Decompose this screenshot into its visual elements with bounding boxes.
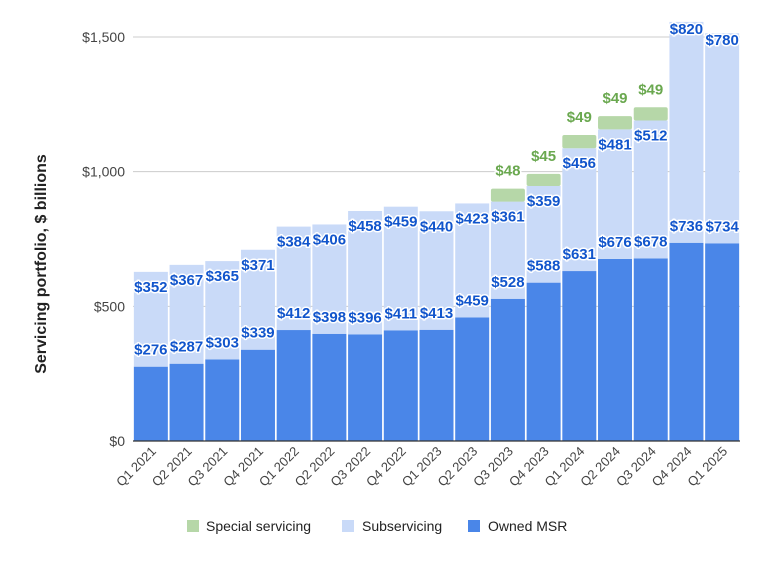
data-label-owned-msr: $413 <box>420 305 453 322</box>
bar-subservicing <box>562 148 597 272</box>
data-label-subservicing: $361 <box>491 209 524 226</box>
y-tick-label: $1,500 <box>82 29 125 45</box>
legend-label-owned-msr: Owned MSR <box>488 518 567 534</box>
bar-owned-msr <box>419 329 454 441</box>
bar-subservicing <box>526 185 561 283</box>
data-label-owned-msr: $396 <box>348 309 381 326</box>
legend-swatch-owned-msr <box>468 520 480 532</box>
bar-subservicing <box>598 129 633 259</box>
data-label-subservicing: $512 <box>634 127 667 144</box>
bar-subservicing <box>276 226 311 331</box>
bar-owned-msr <box>705 243 740 441</box>
bar-owned-msr <box>562 271 597 441</box>
data-label-subservicing: $780 <box>705 32 738 49</box>
bar-subservicing <box>312 224 347 334</box>
data-label-subservicing: $440 <box>420 218 453 235</box>
data-label-owned-msr: $734 <box>705 218 739 235</box>
data-label-owned-msr: $676 <box>598 234 631 251</box>
data-label-owned-msr: $678 <box>634 233 667 250</box>
bar-subservicing <box>490 201 525 299</box>
data-label-subservicing: $352 <box>134 279 167 296</box>
bar-special-servicing <box>490 188 525 202</box>
data-label-subservicing: $423 <box>456 210 489 227</box>
x-tick-label: Q1 2025 <box>684 444 730 490</box>
data-label-special-servicing: $48 <box>495 163 520 180</box>
data-label-subservicing: $371 <box>241 257 274 274</box>
legend-label-special-servicing: Special servicing <box>206 518 311 534</box>
data-label-subservicing: $384 <box>277 234 311 251</box>
y-tick-label: $0 <box>109 433 125 449</box>
bar-owned-msr <box>669 242 704 441</box>
bar-special-servicing <box>598 116 633 130</box>
bar-subservicing <box>633 120 668 259</box>
data-label-special-servicing: $49 <box>567 109 592 126</box>
bar-owned-msr <box>455 317 490 441</box>
legend: Special servicing Subservicing Owned MSR <box>187 518 567 534</box>
bar-subservicing <box>205 261 240 360</box>
data-label-owned-msr: $339 <box>241 325 274 342</box>
bar-owned-msr <box>633 258 668 441</box>
bar-subservicing <box>383 206 418 331</box>
data-label-special-servicing: $49 <box>638 81 663 98</box>
bar-owned-msr <box>348 334 383 441</box>
data-label-subservicing: $820 <box>670 21 703 38</box>
bar-owned-msr <box>205 359 240 441</box>
data-label-subservicing: $456 <box>563 155 596 172</box>
bar-subservicing <box>240 249 275 350</box>
bar-owned-msr <box>133 366 168 441</box>
bar-special-servicing <box>562 135 597 149</box>
data-labels: $276 $352 $287 $367 $303 $365 $339 $371 $412 $384… <box>133 19 741 360</box>
data-label-subservicing: $406 <box>313 231 346 248</box>
data-label-owned-msr: $287 <box>170 339 203 356</box>
data-label-special-servicing: $45 <box>531 148 556 165</box>
bar-subservicing <box>455 203 490 318</box>
data-label-subservicing: $459 <box>384 214 417 231</box>
y-axis-title: Servicing portfolio, $ billions <box>33 154 50 374</box>
data-label-owned-msr: $588 <box>527 258 560 275</box>
bars <box>133 21 740 441</box>
bar-owned-msr <box>276 330 311 441</box>
bar-owned-msr <box>598 258 633 441</box>
data-label-owned-msr: $303 <box>206 334 239 351</box>
data-label-owned-msr: $459 <box>456 292 489 309</box>
data-label-special-servicing: $49 <box>603 90 628 107</box>
data-label-subservicing: $458 <box>348 218 381 235</box>
data-label-owned-msr: $528 <box>491 274 524 291</box>
bar-subservicing <box>348 210 383 335</box>
bar-owned-msr <box>383 330 418 441</box>
bar-subservicing <box>669 21 704 243</box>
y-tick-label: $500 <box>94 298 125 314</box>
data-label-owned-msr: $276 <box>134 342 167 359</box>
bar-owned-msr <box>312 333 347 441</box>
bar-subservicing <box>133 271 168 367</box>
y-tick-labels: $0 $500 $1,000 $1,500 <box>82 29 125 449</box>
bar-owned-msr <box>490 298 525 441</box>
data-label-subservicing: $481 <box>598 136 631 153</box>
legend-swatch-subservicing <box>342 520 354 532</box>
bar-subservicing <box>705 33 740 244</box>
legend-label-subservicing: Subservicing <box>362 518 442 534</box>
bar-subservicing <box>419 211 454 330</box>
data-label-subservicing: $359 <box>527 193 560 210</box>
data-label-subservicing: $367 <box>170 272 203 289</box>
data-label-owned-msr: $736 <box>670 218 703 235</box>
data-label-subservicing: $365 <box>206 268 239 285</box>
bar-owned-msr <box>526 282 561 441</box>
bar-special-servicing <box>633 107 668 121</box>
y-tick-label: $1,000 <box>82 164 125 180</box>
data-label-owned-msr: $412 <box>277 305 310 322</box>
data-label-owned-msr: $398 <box>313 309 346 326</box>
bar-owned-msr <box>240 349 275 441</box>
legend-swatch-special-servicing <box>187 520 199 532</box>
bar-special-servicing <box>526 173 561 186</box>
bar-owned-msr <box>169 363 204 441</box>
bar-subservicing <box>169 264 204 364</box>
data-label-owned-msr: $631 <box>563 246 596 263</box>
data-label-owned-msr: $411 <box>385 305 418 322</box>
